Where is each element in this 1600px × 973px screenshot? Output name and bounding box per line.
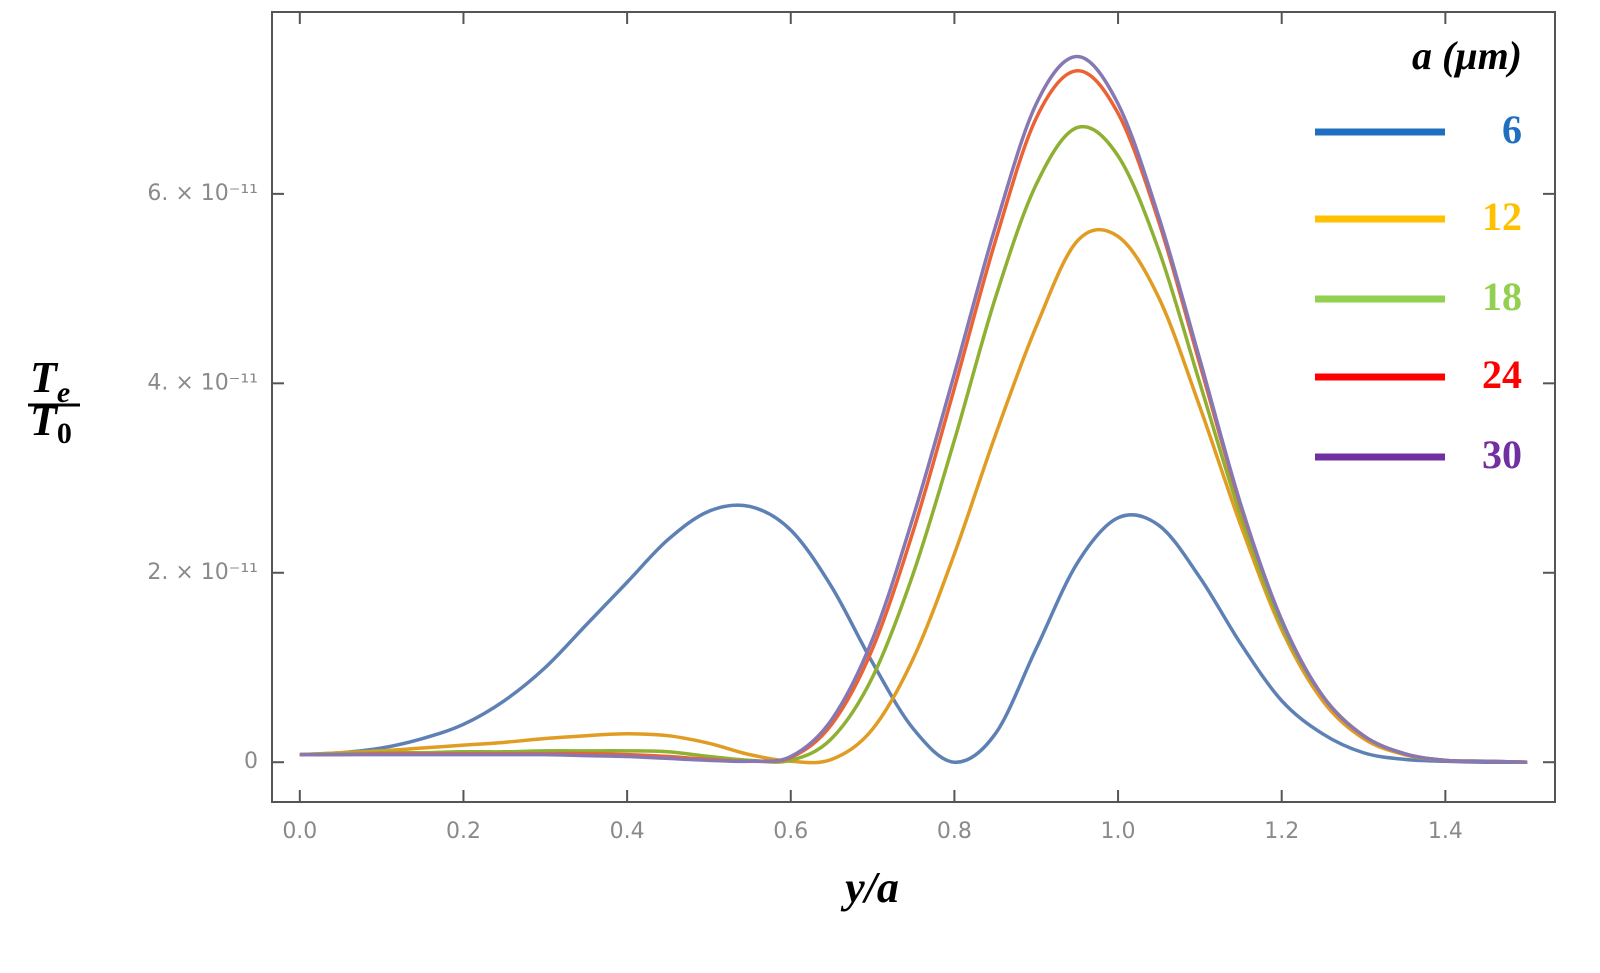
legend-label: 12 [1482, 194, 1522, 239]
x-tick-label: 1.4 [1428, 819, 1463, 844]
y-tick-label: 4. × 10⁻¹¹ [147, 370, 258, 395]
y-tick-label: 0 [244, 749, 258, 774]
legend-title: a (μm) [1412, 33, 1522, 78]
x-tick-label: 0.6 [773, 819, 808, 844]
legend-label: 30 [1482, 432, 1522, 477]
y-label-denominator: T0 [30, 396, 72, 450]
x-tick-label: 0.0 [282, 819, 317, 844]
plot-frame [271, 11, 1556, 803]
y-axis-label: Te T0 [28, 353, 80, 450]
legend-label: 6 [1502, 107, 1522, 152]
y-tick-label: 6. × 10⁻¹¹ [147, 181, 258, 206]
x-tick-label: 1.0 [1101, 819, 1136, 844]
x-tick-label: 0.4 [610, 819, 645, 844]
x-tick-label: 1.2 [1264, 819, 1299, 844]
legend-label: 24 [1482, 352, 1522, 397]
x-tick-label: 0.2 [446, 819, 481, 844]
x-tick-label: 0.8 [937, 819, 972, 844]
series-line [299, 503, 1528, 765]
y-tick-label: 2. × 10⁻¹¹ [147, 560, 258, 585]
series-line [299, 227, 1528, 765]
y-label-numerator: Te [30, 353, 70, 409]
legend-label: 18 [1482, 274, 1522, 319]
series-line [299, 54, 1528, 764]
x-axis-label: y/a [840, 863, 899, 912]
